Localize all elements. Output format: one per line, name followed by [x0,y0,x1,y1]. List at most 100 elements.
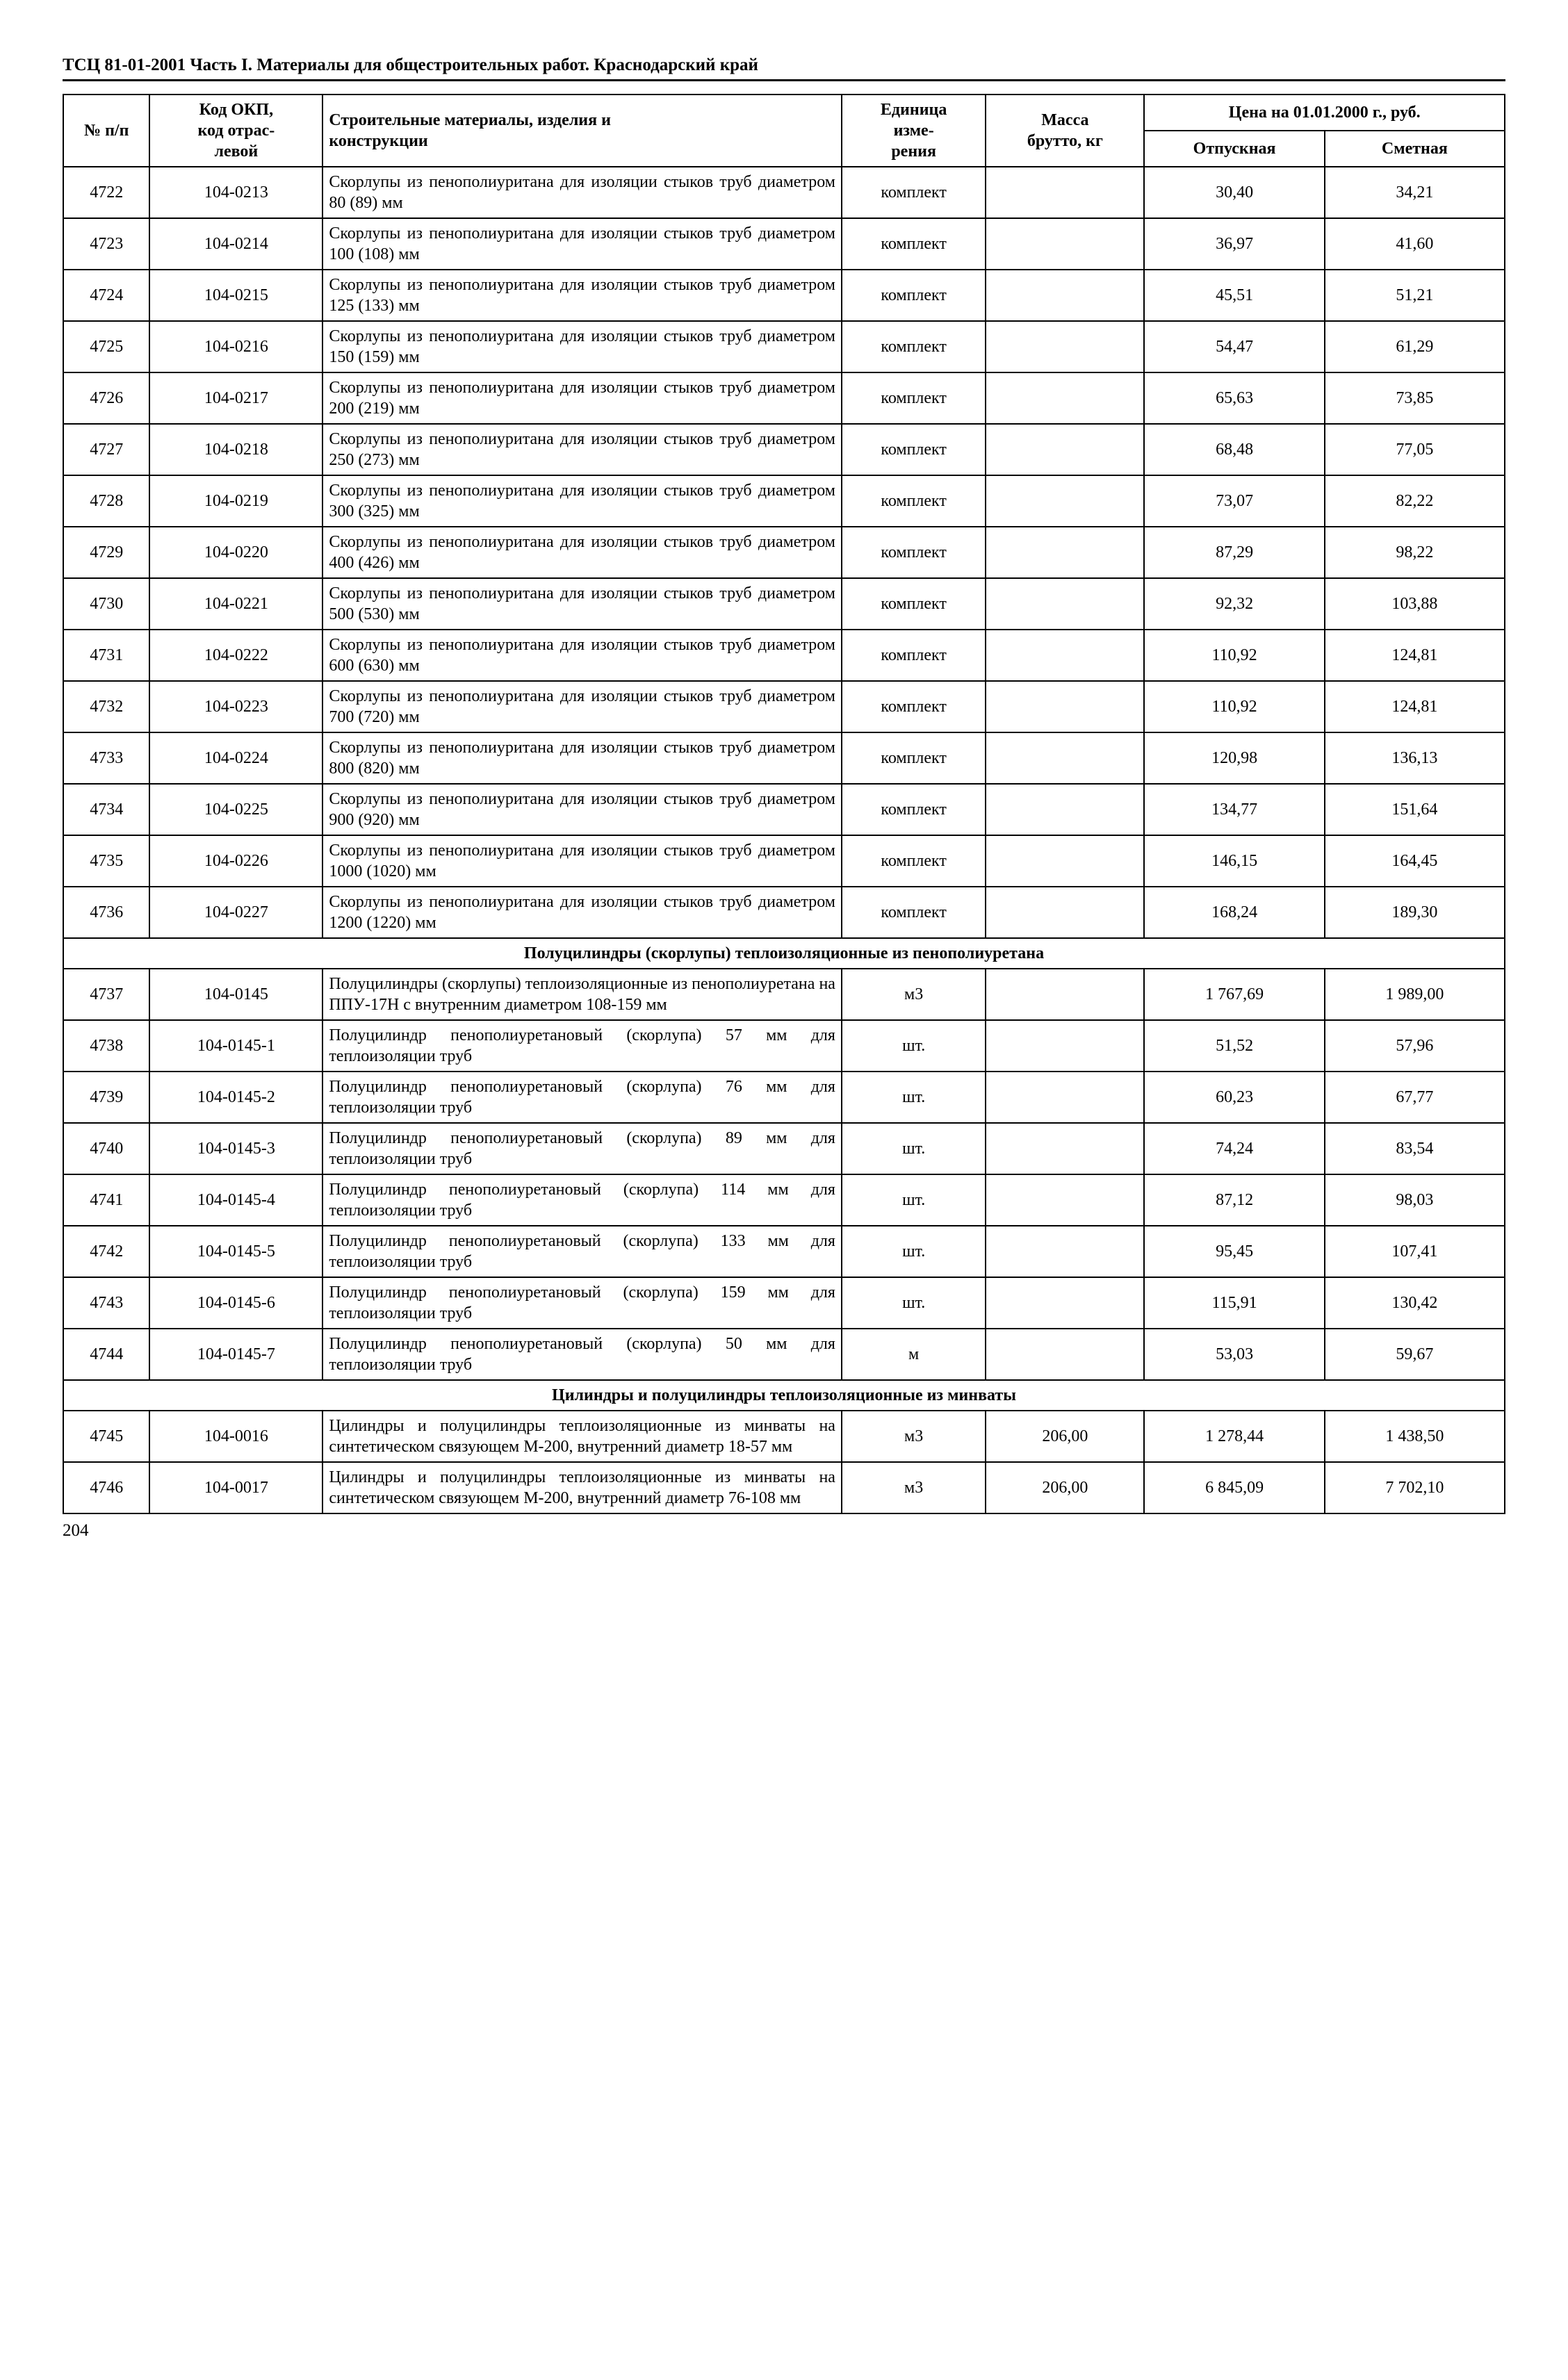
table-row: 4730104-0221Скорлупы из пенополиуритана … [63,578,1505,630]
cell-mass [986,1020,1144,1072]
cell-unit: шт. [842,1123,986,1174]
table-row: Полуцилиндры (скорлупы) теплоизоляционны… [63,938,1505,969]
cell-unit: шт. [842,1072,986,1123]
table-row: 4725104-0216Скорлупы из пенополиуритана … [63,321,1505,372]
cell-price-release: 68,48 [1144,424,1324,475]
table-row: 4746104-0017Цилиндры и полуцилиндры тепл… [63,1462,1505,1513]
cell-unit: комплект [842,784,986,835]
col-code-line2: код отрас- [198,122,275,140]
cell-num: 4736 [63,887,149,938]
cell-name: Полуцилиндр пенополиуретановый (скорлупа… [322,1226,842,1277]
page-header: ТСЦ 81-01-2001 Часть I. Материалы для об… [63,56,1505,81]
cell-num: 4734 [63,784,149,835]
cell-name: Скорлупы из пенополиуритана для изоляции… [322,475,842,527]
cell-name: Скорлупы из пенополиуритана для изоляции… [322,527,842,578]
cell-name: Скорлупы из пенополиуритана для изоляции… [322,424,842,475]
cell-unit: комплект [842,321,986,372]
cell-price-release: 1 767,69 [1144,969,1324,1020]
cell-unit: комплект [842,732,986,784]
cell-price-release: 115,91 [1144,1277,1324,1329]
cell-price-release: 45,51 [1144,270,1324,321]
cell-num: 4737 [63,969,149,1020]
cell-price-release: 134,77 [1144,784,1324,835]
cell-code: 104-0215 [149,270,322,321]
col-name-line2: конструкции [329,132,427,150]
cell-unit: м [842,1329,986,1380]
cell-mass [986,1174,1144,1226]
table-row: 4738104-0145-1Полуцилиндр пенополиуретан… [63,1020,1505,1072]
cell-price-estimate: 107,41 [1325,1226,1505,1277]
cell-price-release: 95,45 [1144,1226,1324,1277]
cell-name: Скорлупы из пенополиуритана для изоляции… [322,835,842,887]
cell-price-estimate: 98,03 [1325,1174,1505,1226]
cell-name: Цилиндры и полуцилиндры теплоизоляционны… [322,1411,842,1462]
cell-code: 104-0145-4 [149,1174,322,1226]
cell-mass [986,630,1144,681]
cell-price-release: 54,47 [1144,321,1324,372]
cell-code: 104-0219 [149,475,322,527]
table-row: 4729104-0220Скорлупы из пенополиуритана … [63,527,1505,578]
cell-mass [986,1226,1144,1277]
col-code-line1: Код ОКП, [199,101,273,119]
cell-name: Скорлупы из пенополиуритана для изоляции… [322,372,842,424]
cell-code: 104-0221 [149,578,322,630]
cell-unit: комплект [842,527,986,578]
cell-name: Полуцилиндр пенополиуретановый (скорлупа… [322,1277,842,1329]
cell-unit: м3 [842,1462,986,1513]
table-row: 4727104-0218Скорлупы из пенополиуритана … [63,424,1505,475]
cell-mass [986,475,1144,527]
table-row: 4743104-0145-6Полуцилиндр пенополиуретан… [63,1277,1505,1329]
cell-price-estimate: 67,77 [1325,1072,1505,1123]
cell-mass [986,1123,1144,1174]
cell-price-release: 74,24 [1144,1123,1324,1174]
col-unit-line3: рения [891,142,936,161]
cell-mass [986,424,1144,475]
cell-mass [986,578,1144,630]
table-row: 4742104-0145-5Полуцилиндр пенополиуретан… [63,1226,1505,1277]
table-row: 4734104-0225Скорлупы из пенополиуритана … [63,784,1505,835]
cell-code: 104-0222 [149,630,322,681]
col-price-header: Цена на 01.01.2000 г., руб. [1144,95,1505,131]
table-header: № п/п Код ОКП, код отрас- левой Строител… [63,95,1505,167]
cell-name: Скорлупы из пенополиуритана для изоляции… [322,270,842,321]
cell-unit: комплект [842,475,986,527]
cell-unit: комплект [842,630,986,681]
cell-mass [986,835,1144,887]
cell-code: 104-0220 [149,527,322,578]
table-row: 4741104-0145-4Полуцилиндр пенополиуретан… [63,1174,1505,1226]
cell-num: 4733 [63,732,149,784]
cell-price-estimate: 1 438,50 [1325,1411,1505,1462]
cell-num: 4744 [63,1329,149,1380]
cell-price-estimate: 61,29 [1325,321,1505,372]
cell-code: 104-0225 [149,784,322,835]
col-code-header: Код ОКП, код отрас- левой [149,95,322,167]
table-body: 4722104-0213Скорлупы из пенополиуритана … [63,167,1505,1513]
cell-price-release: 30,40 [1144,167,1324,218]
col-p1-header: Отпускная [1144,131,1324,167]
cell-code: 104-0216 [149,321,322,372]
table-row: 4722104-0213Скорлупы из пенополиуритана … [63,167,1505,218]
table-row: 4724104-0215Скорлупы из пенополиуритана … [63,270,1505,321]
cell-price-estimate: 98,22 [1325,527,1505,578]
cell-code: 104-0017 [149,1462,322,1513]
cell-code: 104-0227 [149,887,322,938]
cell-code: 104-0214 [149,218,322,270]
cell-unit: м3 [842,1411,986,1462]
cell-unit: шт. [842,1174,986,1226]
cell-mass [986,270,1144,321]
section-title: Цилиндры и полуцилиндры теплоизоляционны… [63,1380,1505,1411]
cell-name: Скорлупы из пенополиуритана для изоляции… [322,321,842,372]
cell-num: 4722 [63,167,149,218]
cell-num: 4724 [63,270,149,321]
cell-unit: комплект [842,424,986,475]
col-name-line1: Строительные материалы, изделия и [329,111,611,129]
cell-code: 104-0218 [149,424,322,475]
cell-unit: шт. [842,1020,986,1072]
table-row: 4731104-0222Скорлупы из пенополиуритана … [63,630,1505,681]
cell-code: 104-0145-2 [149,1072,322,1123]
table-row: 4726104-0217Скорлупы из пенополиуритана … [63,372,1505,424]
cell-price-estimate: 77,05 [1325,424,1505,475]
cell-price-release: 110,92 [1144,630,1324,681]
cell-name: Полуцилиндр пенополиуретановый (скорлупа… [322,1072,842,1123]
cell-price-estimate: 7 702,10 [1325,1462,1505,1513]
